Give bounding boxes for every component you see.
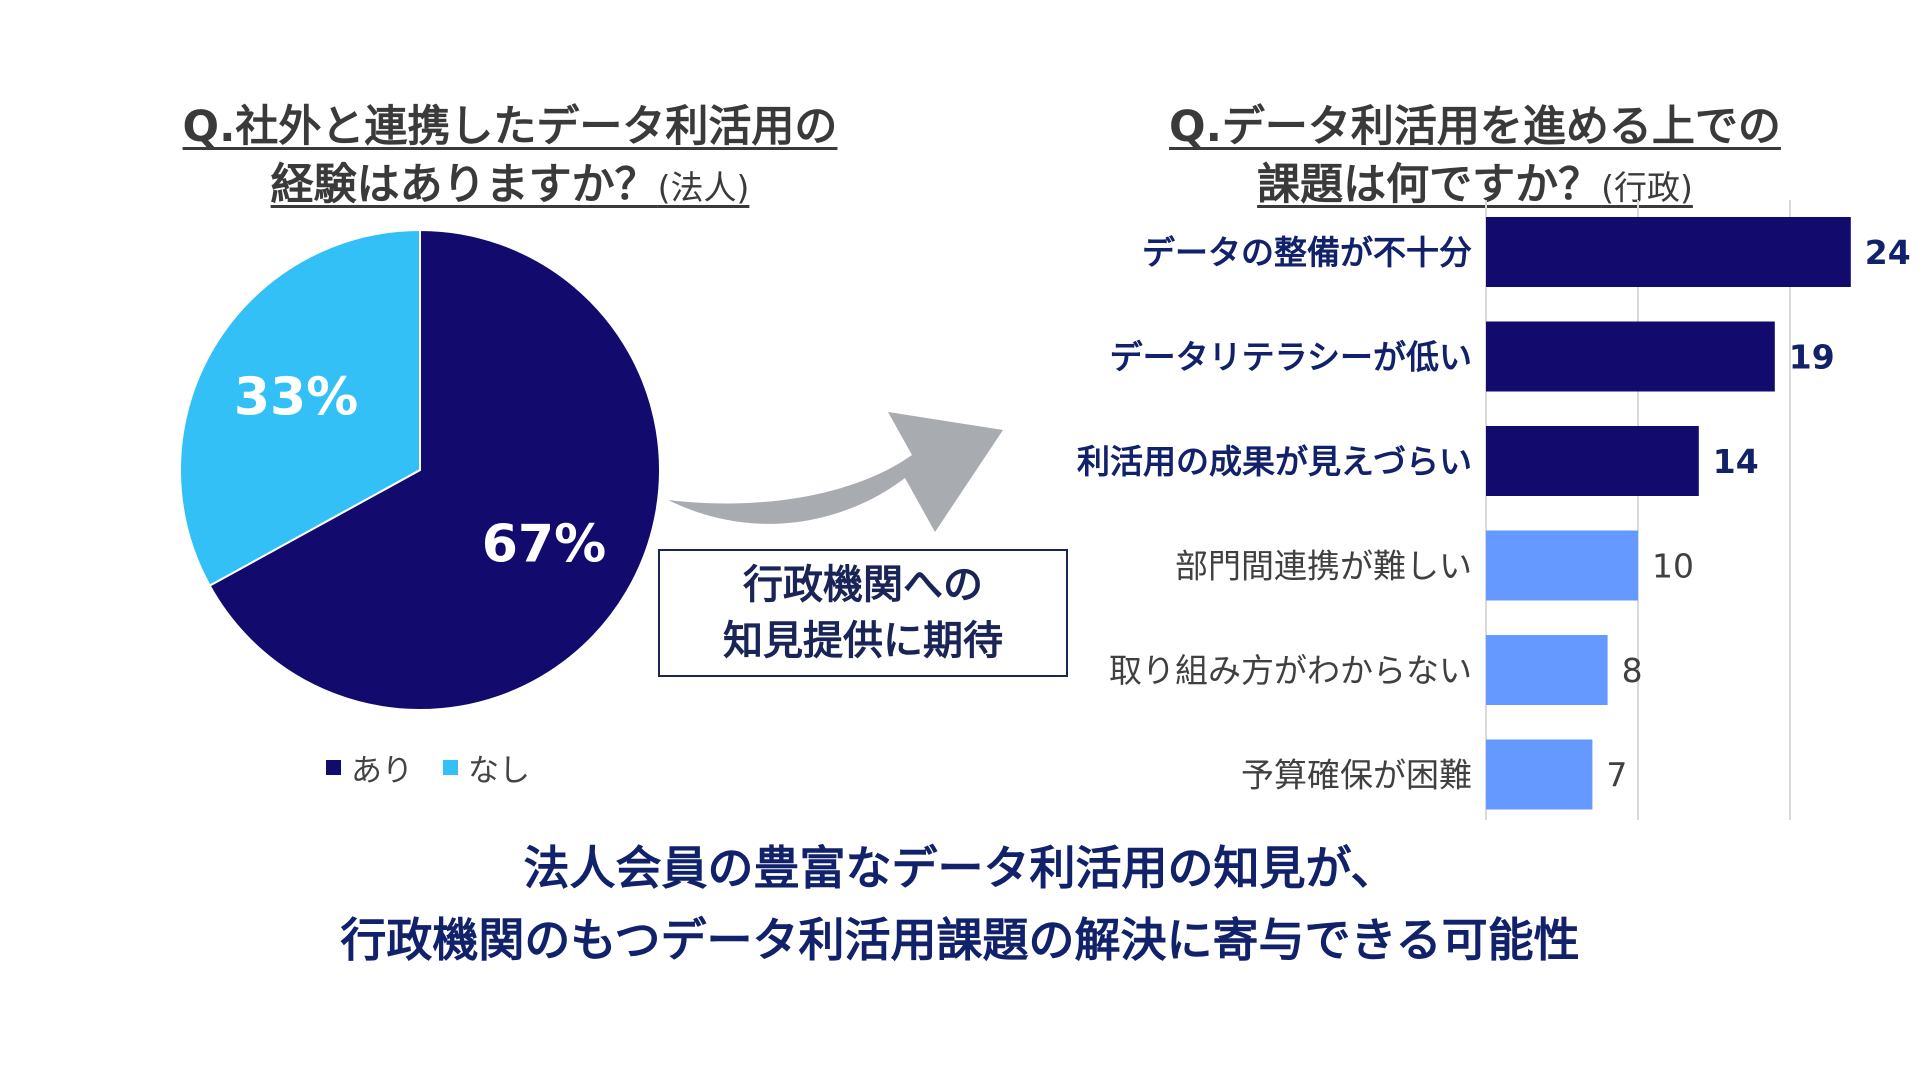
- pie-title-suffix: (法人): [657, 168, 750, 207]
- pie-slice-0: [208, 228, 661, 711]
- conclusion-line1: 法人会員の豊富なデータ利活用の知見が、: [523, 841, 1397, 895]
- bar-value-label-2: 14: [1713, 442, 1759, 481]
- pie-slice-label-1: 33%: [234, 368, 358, 428]
- bar-chart: データの整備が不十分 24 データリテラシーが低い 19 利活用の成果が見えづらい 14 部…: [1077, 200, 1911, 820]
- bar-title-suffix: (行政): [1601, 168, 1693, 207]
- bar-value-label-1: 19: [1789, 338, 1835, 377]
- bar-value-label-3: 10: [1652, 547, 1694, 586]
- bar-2: [1486, 426, 1699, 496]
- bar-category-label-2: 利活用の成果が見えづらい: [1077, 442, 1472, 481]
- bar-value-label-5: 7: [1606, 756, 1627, 795]
- legend-swatch-navy: [326, 760, 341, 775]
- conclusion-line2: 行政機関のもつデータ利活用課題の解決に寄与できる可能性: [340, 913, 1580, 967]
- bar-title-line1: Q.データ利活用を進める上での: [1169, 102, 1781, 152]
- pie-chart: 67% 33%: [179, 228, 661, 711]
- pie-slice-1: [179, 228, 421, 587]
- conclusion-text: 法人会員の豊富なデータ利活用の知見が、 行政機関のもつデータ利活用課題の解決に寄…: [0, 832, 1920, 976]
- bar-4: [1486, 635, 1608, 705]
- pie-slice-label-0: 67%: [482, 514, 606, 574]
- bar-category-label-4: 取り組み方がわからない: [1109, 651, 1472, 690]
- callout-line1: 行政機関への: [743, 562, 983, 608]
- bar-category-label-3: 部門間連携が難しい: [1175, 547, 1472, 586]
- bar-value-label-4: 8: [1622, 651, 1643, 690]
- legend-swatch-cyan: [443, 760, 458, 775]
- pie-title-line2: 経験はありますか？: [270, 160, 658, 210]
- bar-3: [1486, 530, 1638, 601]
- curved-arrow-icon: [668, 412, 1003, 532]
- bar-chart-title: Q.データ利活用を進める上での 課題は何ですか？(行政): [1150, 98, 1800, 217]
- bar-title-line2: 課題は何ですか？: [1257, 160, 1602, 210]
- pie-chart-title: Q.社外と連携したデータ利活用の 経験はありますか？(法人): [160, 98, 860, 217]
- pie-title-line1: Q.社外と連携したデータ利活用の: [182, 102, 838, 152]
- callout-box: 行政機関への 知見提供に期待: [658, 549, 1068, 677]
- callout-line2: 知見提供に期待: [723, 618, 1003, 664]
- pie-legend: あり なし: [326, 745, 560, 790]
- legend-label-ari: あり: [351, 753, 413, 789]
- legend-item-ari: あり: [326, 745, 413, 790]
- bar-category-label-5: 予算確保が困難: [1241, 756, 1472, 795]
- bar-0: [1486, 217, 1851, 287]
- legend-item-nashi: なし: [443, 745, 530, 790]
- legend-label-nashi: なし: [468, 753, 530, 789]
- bar-1: [1486, 321, 1775, 392]
- bar-5: [1486, 739, 1593, 810]
- bar-category-label-0: データの整備が不十分: [1142, 233, 1472, 272]
- bar-value-label-0: 24: [1865, 233, 1911, 272]
- bar-category-label-1: データリテラシーが低い: [1110, 338, 1472, 377]
